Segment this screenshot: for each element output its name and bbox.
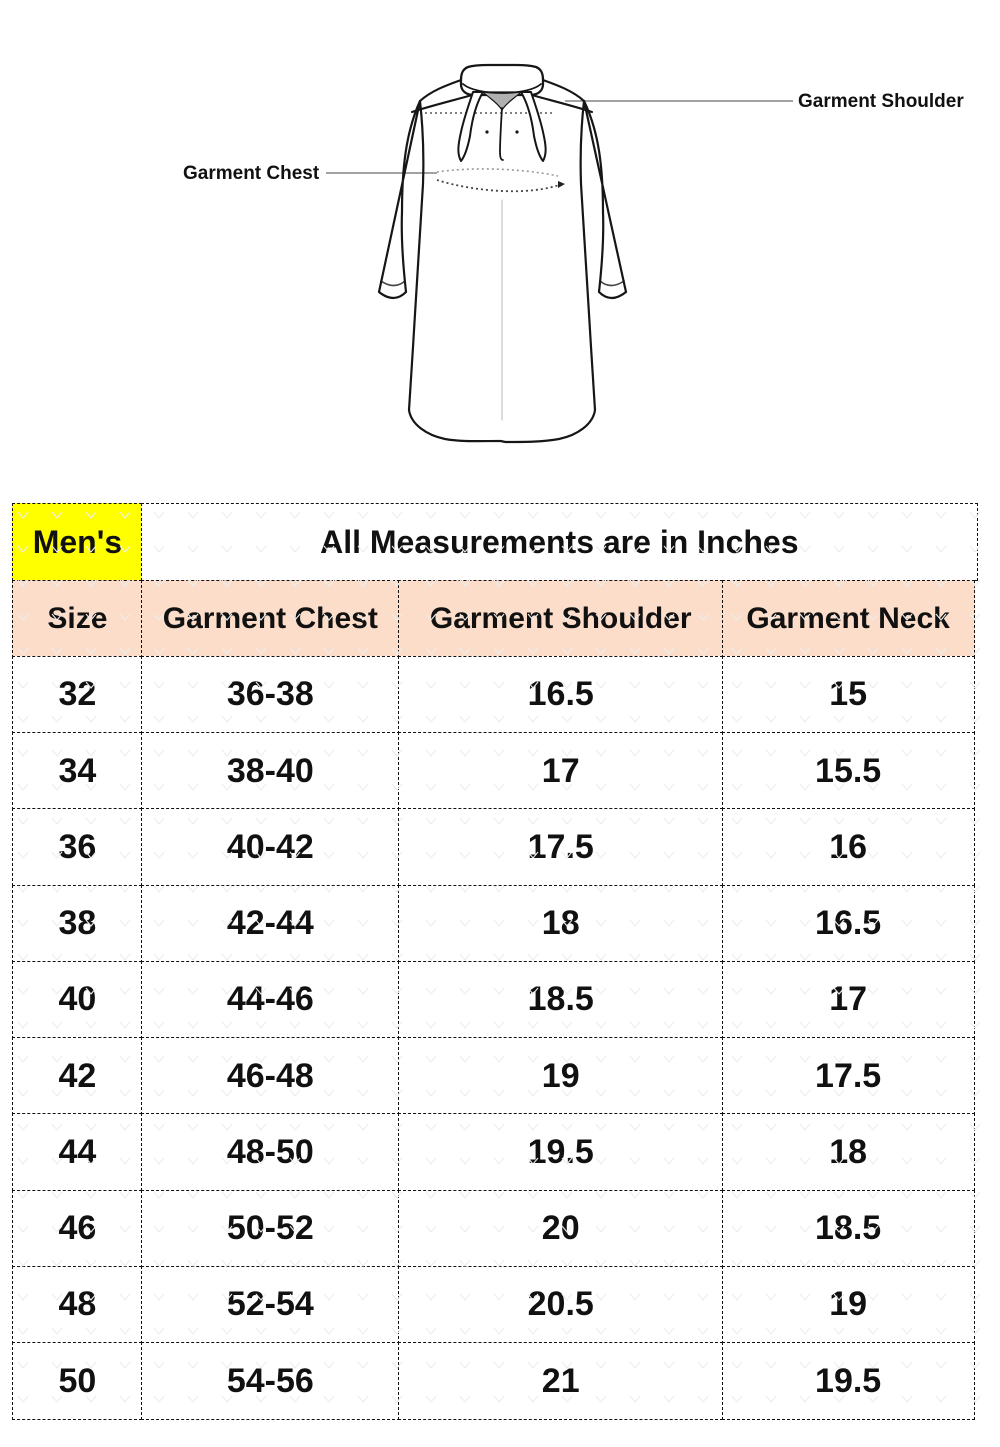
svg-text:Garment Shoulder: Garment Shoulder [798, 91, 964, 112]
svg-text:Garment Chest: Garment Chest [183, 163, 320, 184]
